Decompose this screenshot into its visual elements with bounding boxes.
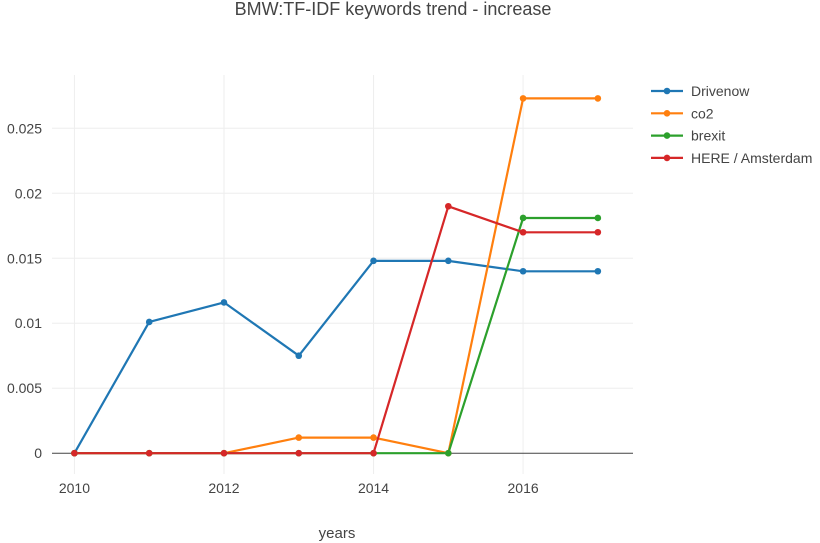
- x-axis-title: years: [319, 525, 356, 542]
- x-tick-label: 2016: [508, 480, 539, 496]
- y-tick-label: 0.005: [7, 380, 42, 396]
- data-point: [220, 299, 228, 306]
- legend-label: Drivenow: [691, 83, 750, 99]
- y-tick-label: 0.025: [7, 120, 42, 136]
- legend-marker: [663, 132, 671, 139]
- data-point: [594, 228, 602, 236]
- data-point: [295, 434, 303, 441]
- data-point: [71, 449, 78, 457]
- x-tick-label: 2010: [59, 480, 90, 496]
- legend-item[interactable]: brexit: [651, 128, 725, 144]
- legend-label: HERE / Amsterdam: [691, 150, 812, 166]
- series-lines: [73, 97, 598, 455]
- legend-marker: [663, 110, 671, 117]
- data-point: [445, 202, 452, 210]
- data-point: [519, 228, 527, 236]
- legend[interactable]: Drivenow co2 brexit HERE / Amsterdam: [651, 83, 812, 166]
- series-line-0: [73, 259, 598, 454]
- grid-lines: [52, 75, 633, 474]
- data-point: [370, 434, 377, 441]
- series-line-3: [74, 205, 598, 455]
- y-tick-label: 0.015: [7, 250, 42, 266]
- legend-label: brexit: [691, 128, 725, 144]
- data-point: [295, 449, 303, 457]
- data-point: [594, 267, 602, 275]
- y-tick-label: 0.02: [15, 185, 42, 201]
- series-line-2: [74, 216, 598, 455]
- x-tick-label: 2014: [358, 480, 389, 496]
- series-line-1: [74, 97, 598, 455]
- data-point: [295, 352, 303, 360]
- y-tick-label: 0.01: [15, 315, 42, 331]
- legend-marker: [663, 87, 671, 95]
- y-tick-label: 0: [34, 445, 42, 461]
- x-axis-ticks: 2010 2012 2014 2016: [59, 480, 539, 496]
- legend-item[interactable]: Drivenow: [651, 83, 750, 99]
- data-point: [220, 449, 228, 457]
- series-points: [71, 95, 602, 457]
- data-point: [445, 449, 452, 457]
- chart-title: BMW:TF-IDF keywords trend - increase: [235, 0, 552, 19]
- data-point: [594, 214, 602, 222]
- legend-marker: [663, 154, 671, 162]
- data-point: [519, 214, 527, 222]
- data-point: [370, 449, 377, 457]
- y-axis-ticks: 0 0.005 0.01 0.015 0.02 0.025: [7, 120, 42, 461]
- data-point: [145, 449, 153, 457]
- data-point: [445, 257, 452, 265]
- x-tick-label: 2012: [208, 480, 239, 496]
- data-point: [519, 267, 527, 275]
- legend-label: co2: [691, 105, 714, 121]
- data-point: [370, 257, 377, 265]
- data-point: [519, 95, 527, 102]
- data-point: [145, 318, 153, 326]
- legend-item[interactable]: co2: [651, 105, 714, 121]
- legend-item[interactable]: HERE / Amsterdam: [651, 150, 812, 166]
- data-point: [594, 95, 602, 102]
